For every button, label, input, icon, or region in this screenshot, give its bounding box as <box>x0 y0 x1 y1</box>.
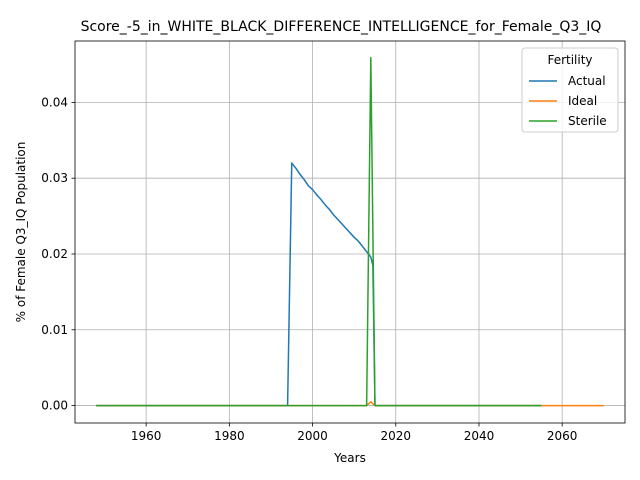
x-tick-label: 2040 <box>464 429 495 443</box>
legend-title: Fertility <box>547 53 592 67</box>
y-tick-label: 0.02 <box>41 247 68 261</box>
chart-title: Score_-5_in_WHITE_BLACK_DIFFERENCE_INTEL… <box>81 19 602 35</box>
legend-box <box>521 47 619 133</box>
y-axis-label: % of Female Q3_IQ Population <box>14 142 28 323</box>
x-tick-label: 2060 <box>547 429 578 443</box>
legend-label-sterile: Sterile <box>568 114 607 128</box>
series-lines <box>96 56 604 407</box>
y-tick-label: 0.00 <box>41 399 68 413</box>
series-line-actual <box>96 162 542 407</box>
y-tick-label: 0.04 <box>41 95 68 109</box>
x-tick-label: 1980 <box>214 429 245 443</box>
legend: Fertility Actual Ideal Sterile <box>521 47 619 133</box>
axis-ticks: 1960 1980 2000 2020 2040 2060 0.00 0.01 0.02 0.03… <box>41 95 577 443</box>
legend-label-ideal: Ideal <box>568 94 597 108</box>
series-line-sterile <box>96 56 542 407</box>
legend-label-actual: Actual <box>568 74 606 88</box>
y-tick-label: 0.01 <box>41 323 68 337</box>
x-tick-label: 2020 <box>380 429 411 443</box>
x-axis-label: Years <box>333 451 366 465</box>
plot-frame <box>74 40 626 424</box>
x-tick-label: 2000 <box>297 429 328 443</box>
y-tick-label: 0.03 <box>41 171 68 185</box>
x-tick-label: 1960 <box>131 429 162 443</box>
